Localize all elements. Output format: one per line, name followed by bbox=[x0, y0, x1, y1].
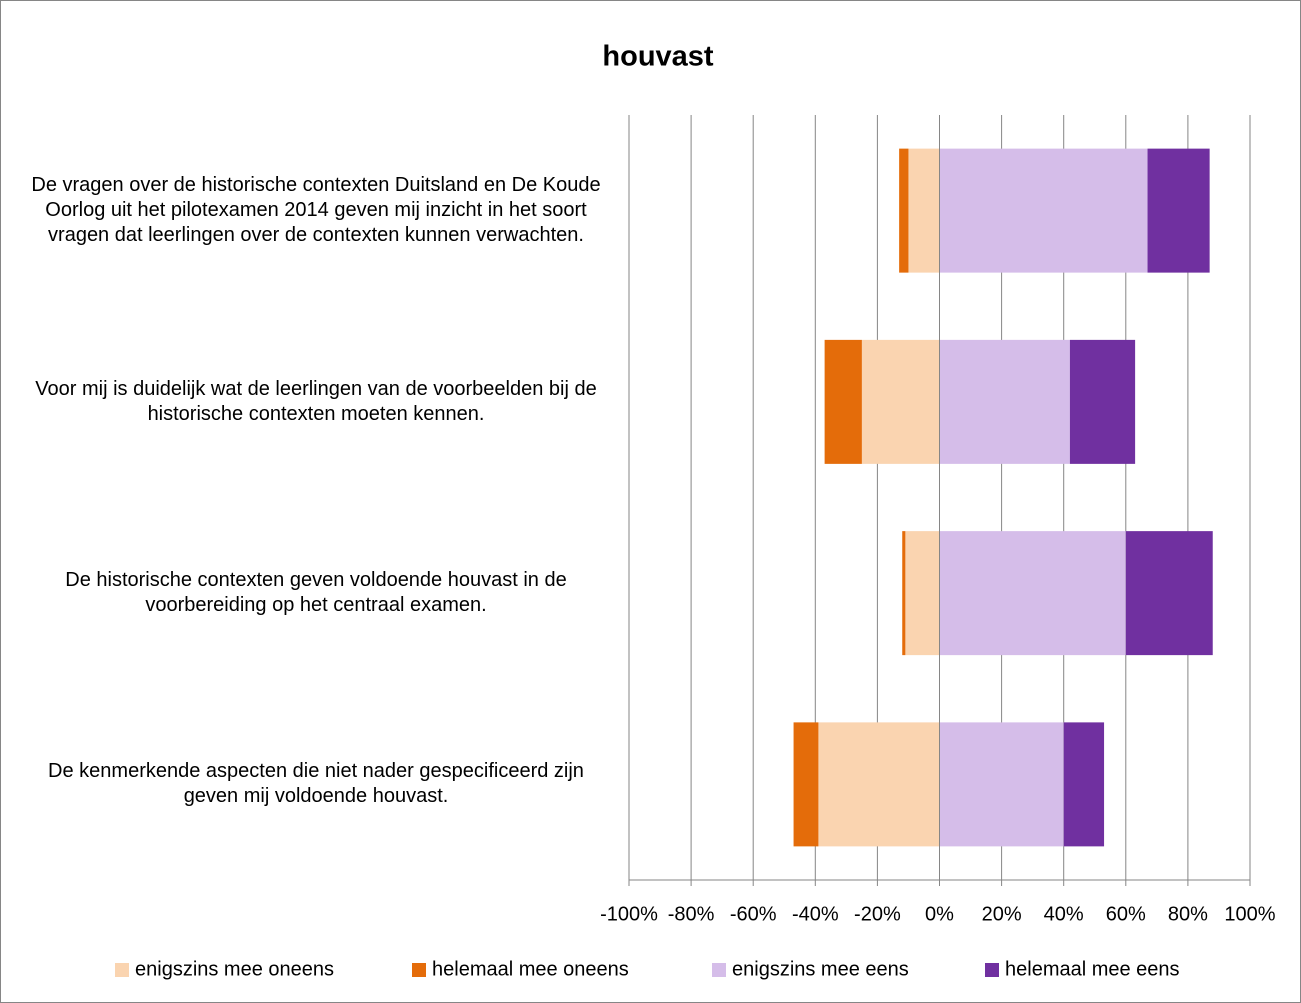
legend-label: enigszins mee oneens bbox=[135, 958, 334, 980]
bar-segment bbox=[1063, 722, 1105, 847]
legend-marker bbox=[412, 963, 426, 977]
y-tick-label: De vragen over de historische contexten … bbox=[31, 174, 601, 247]
x-tick-label: -60% bbox=[730, 903, 777, 925]
y-tick-label: Voor mij is duidelijk wat de leerlingen … bbox=[35, 377, 597, 425]
bar-segment bbox=[905, 531, 940, 656]
y-tick-label: De kenmerkende aspecten die niet nader g… bbox=[48, 760, 584, 808]
legend-marker bbox=[712, 963, 726, 977]
x-tick-label: 80% bbox=[1168, 903, 1208, 925]
legend-label: enigszins mee eens bbox=[732, 958, 909, 980]
bar-segment bbox=[899, 148, 909, 273]
x-tick-label: -20% bbox=[854, 903, 901, 925]
chart-title: houvast bbox=[602, 41, 714, 73]
bar-segment bbox=[902, 531, 906, 656]
bar-segment bbox=[1069, 339, 1136, 464]
bar-segment bbox=[908, 148, 940, 273]
bar-segment bbox=[939, 531, 1126, 656]
bar-segment bbox=[793, 722, 819, 847]
legend-marker bbox=[115, 963, 129, 977]
bar-segment bbox=[1125, 531, 1213, 656]
bar-segment bbox=[939, 722, 1064, 847]
x-tick-label: 100% bbox=[1224, 903, 1275, 925]
bar-segment bbox=[939, 339, 1070, 464]
x-tick-label: 40% bbox=[1044, 903, 1084, 925]
legend-marker bbox=[985, 963, 999, 977]
bar-segment bbox=[1147, 148, 1210, 273]
x-tick-label: 20% bbox=[982, 903, 1022, 925]
bar-segment bbox=[824, 339, 862, 464]
legend-label: helemaal mee eens bbox=[1005, 958, 1180, 980]
bar-segment bbox=[939, 148, 1148, 273]
bar-segment bbox=[861, 339, 940, 464]
x-tick-label: 60% bbox=[1106, 903, 1146, 925]
x-tick-label: -80% bbox=[668, 903, 715, 925]
legend-label: helemaal mee oneens bbox=[432, 958, 629, 980]
y-tick-label: De historische contexten geven voldoende… bbox=[65, 569, 567, 617]
bar-segment bbox=[818, 722, 940, 847]
x-tick-label: -40% bbox=[792, 903, 839, 925]
x-tick-label: -100% bbox=[600, 903, 658, 925]
x-tick-label: 0% bbox=[925, 903, 954, 925]
